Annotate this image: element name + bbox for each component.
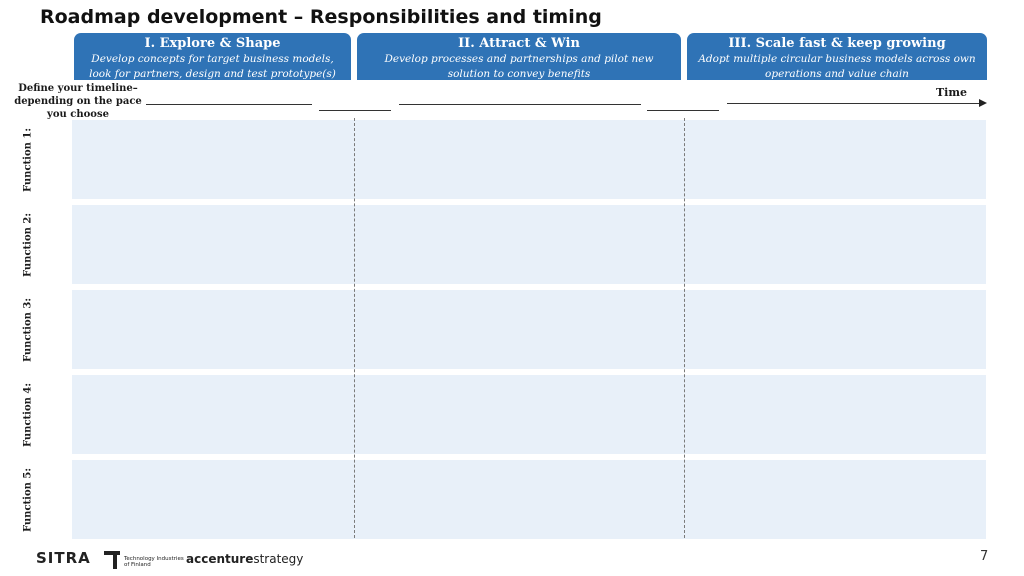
- phase-description: look for partners, design and test proto…: [89, 68, 336, 80]
- phase-header-3: III. Scale fast & keep growing Adopt mul…: [687, 33, 987, 80]
- ti-text-line: of Finland: [124, 562, 151, 568]
- phase-description: solution to convey benefits: [447, 68, 591, 80]
- phase-title: I. Explore & Shape: [144, 36, 281, 51]
- function-label-4: Function 4:: [18, 375, 38, 454]
- timeline-instruction-line: Define your timeline–: [18, 83, 138, 94]
- time-axis-label: Time: [936, 86, 968, 99]
- function-label-1: Function 1:: [18, 120, 38, 199]
- timeline-transition-segment: [319, 110, 391, 111]
- page-title: Roadmap development – Responsibilities a…: [40, 6, 602, 28]
- strategy-text: strategy: [253, 552, 304, 566]
- function-label-2: Function 2:: [18, 205, 38, 284]
- function-label-text: Function 1:: [22, 127, 34, 192]
- timeline-instruction-line: depending on the pace: [14, 96, 142, 107]
- timeline-instruction: Define your timeline– depending on the p…: [12, 82, 144, 121]
- phase-title: II. Attract & Win: [458, 36, 580, 51]
- phase-divider: [684, 118, 685, 538]
- phase-description: Adopt multiple circular business models …: [698, 53, 976, 65]
- function-label-3: Function 3:: [18, 290, 38, 369]
- function-row-1[interactable]: [72, 120, 986, 199]
- arrow-head-icon: [979, 99, 987, 107]
- function-row-3[interactable]: [72, 290, 986, 369]
- function-label-text: Function 2:: [22, 212, 34, 277]
- function-row-2[interactable]: [72, 205, 986, 284]
- function-label-5: Function 5:: [18, 460, 38, 539]
- sitra-logo: SITRA: [36, 549, 91, 567]
- technology-industries-logo-text: Technology Industries of Finland: [124, 556, 184, 568]
- timeline-transition-segment: [647, 110, 719, 111]
- ti-text-line: Technology Industries: [124, 556, 184, 562]
- function-label-text: Function 3:: [22, 297, 34, 362]
- technology-industries-logo-icon: [104, 551, 120, 569]
- phase-description: operations and value chain: [765, 68, 909, 80]
- function-label-text: Function 5:: [22, 467, 34, 532]
- phase-header-2: II. Attract & Win Develop processes and …: [357, 33, 681, 80]
- page-number: 7: [980, 549, 989, 564]
- timeline-instruction-line: you choose: [47, 109, 109, 120]
- phase-title: III. Scale fast & keep growing: [728, 36, 946, 51]
- phase-divider: [354, 118, 355, 538]
- accenture-strategy-logo: accenturestrategy: [186, 552, 303, 566]
- phase-header-1: I. Explore & Shape Develop concepts for …: [74, 33, 351, 80]
- timeline-segment: [146, 104, 312, 105]
- phase-description: Develop processes and partnerships and p…: [384, 53, 654, 65]
- function-row-4[interactable]: [72, 375, 986, 454]
- function-row-5[interactable]: [72, 460, 986, 539]
- function-label-text: Function 4:: [22, 382, 34, 447]
- phase-description: Develop concepts for target business mod…: [91, 53, 334, 65]
- timeline-segment: [399, 104, 641, 105]
- timeline-arrow-line: [727, 103, 980, 104]
- accenture-text: accenture: [186, 552, 254, 566]
